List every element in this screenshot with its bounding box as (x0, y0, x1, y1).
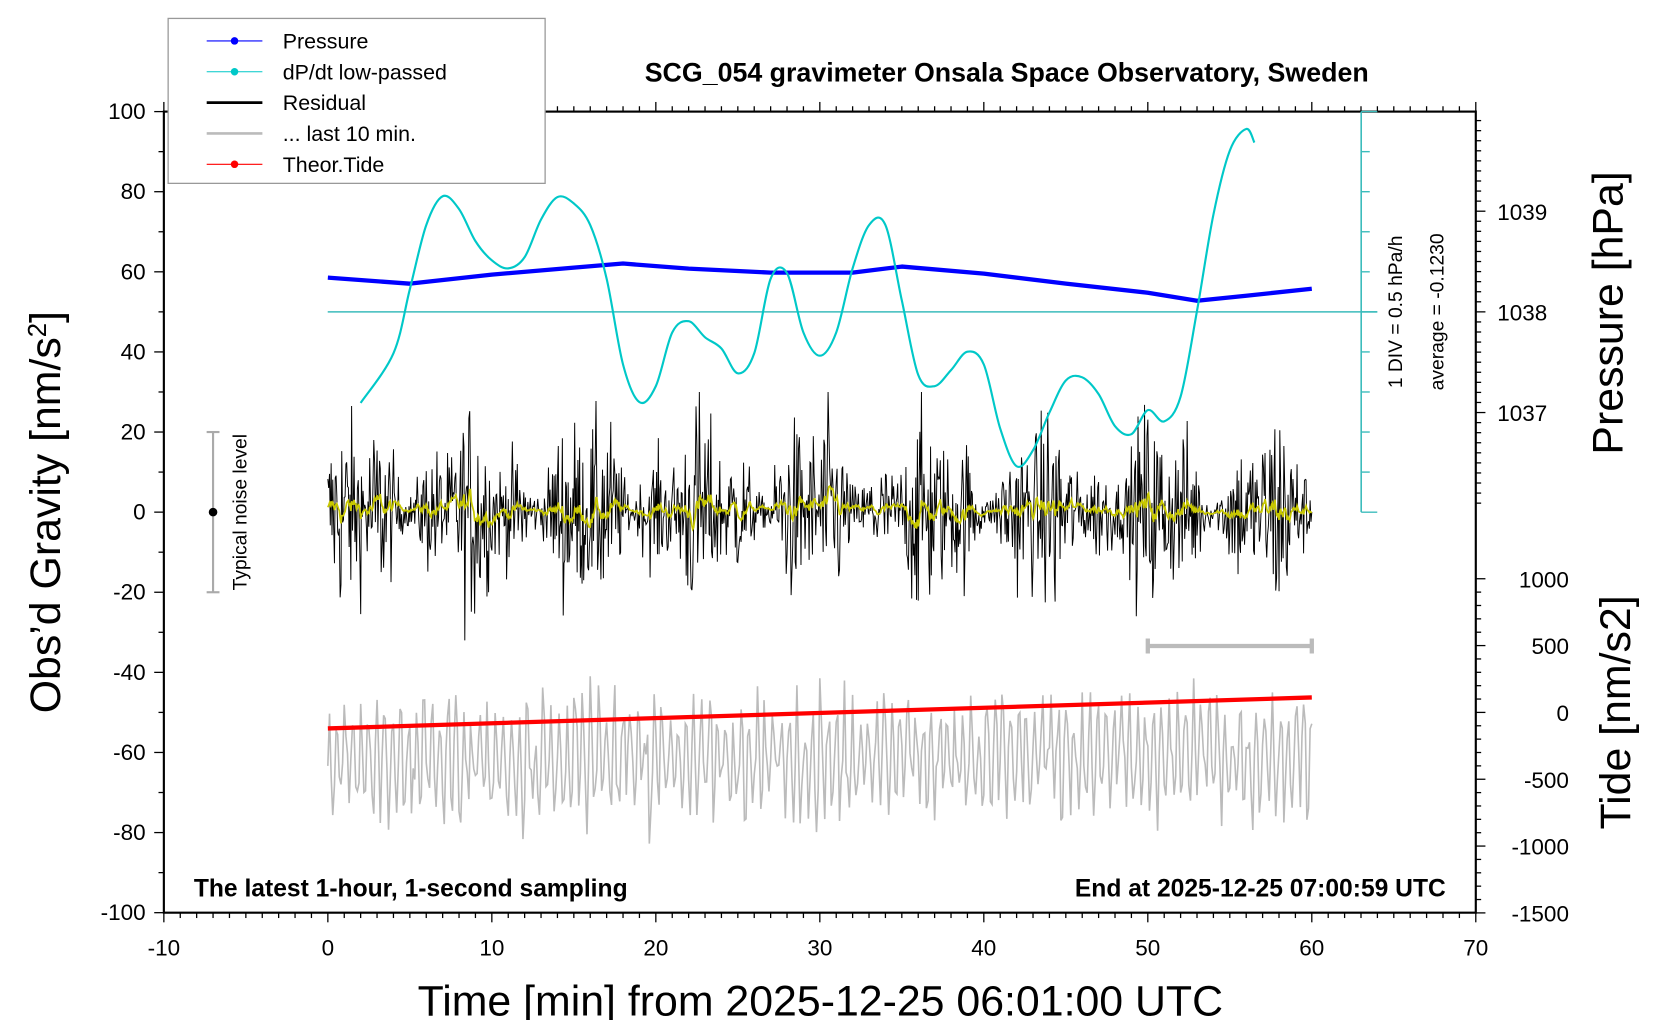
y-axis-label-pressure: Pressure [hPa] (1585, 171, 1633, 454)
bottom-right-note: End at 2025-12-25 07:00:59 UTC (1075, 876, 1446, 903)
tide-line (327, 695, 1312, 731)
x-axis-label: Time [min] from 2025-12-25 06:01:00 UTC (418, 977, 1223, 1020)
tide-tick-label: -500 (1524, 768, 1569, 793)
chart-title: SCG_054 gravimeter Onsala Space Observat… (645, 58, 1369, 88)
tide-tick-label: 0 (1556, 701, 1569, 726)
last-10-min-line (327, 676, 1313, 844)
legend-label: Pressure (283, 29, 369, 53)
x-tick-label: 60 (1299, 936, 1324, 961)
x-tick-label: 30 (807, 936, 832, 961)
noise-level-label: Typical noise level (230, 434, 251, 590)
x-tick-label: 10 (479, 936, 504, 961)
tide-tick-label: -1000 (1511, 835, 1569, 860)
x-tick-label: 40 (971, 936, 996, 961)
dpdt-average-label: average = -0.1230 (1428, 233, 1449, 390)
legend-label: ... last 10 min. (283, 122, 416, 146)
y-tick-label: 60 (121, 259, 146, 284)
residual-mean-line (327, 484, 1313, 532)
tide-tick-label: -1500 (1511, 901, 1569, 926)
pressure-tick-label: 1038 (1497, 300, 1547, 325)
axis-ticks: -10 0 10 20 30 40 50 60 70100806040200-20-40-60-… (101, 99, 1569, 960)
y-tick-label: -40 (113, 660, 146, 685)
chart-marks (206, 110, 1378, 844)
y-tick-label: -60 (113, 740, 146, 765)
legend-marker-4 (230, 160, 239, 169)
legend-label: dP/dt low-passed (283, 60, 447, 84)
x-tick-label: 50 (1135, 936, 1160, 961)
tide-tick-label: 500 (1531, 634, 1569, 659)
y-tick-label: -80 (113, 820, 146, 845)
y-tick-label: 80 (121, 179, 146, 204)
dpdt-scale-label: 1 DIV = 0.5 hPa/h (1386, 236, 1407, 389)
legend-marker-1 (230, 68, 239, 76)
noise-level-dot (208, 507, 218, 517)
y-tick-label: 40 (121, 339, 146, 364)
x-tick-label: 0 (322, 936, 335, 961)
legend-label: Residual (283, 91, 366, 115)
y-axis-label-gravity: Obs’d Gravity [nm/s2] (22, 311, 70, 713)
x-tick-label: 70 (1463, 936, 1488, 961)
residual-line (327, 391, 1313, 641)
x-tick-label: -10 (148, 936, 181, 961)
legend-marker-0 (230, 37, 239, 45)
y-axis-label-tide: Tide [nm/s2] (1592, 595, 1640, 829)
dpdt-line (359, 127, 1256, 469)
x-tick-label: 20 (643, 936, 668, 961)
pressure-tick-label: 1037 (1497, 401, 1547, 426)
y-tick-label: 20 (121, 420, 146, 445)
pressure-tick-label: 1039 (1497, 200, 1547, 225)
y-tick-label: -20 (113, 580, 146, 605)
y-tick-label: 0 (133, 500, 146, 525)
legend-label: Theor.Tide (283, 153, 385, 177)
y-tick-label: 100 (108, 99, 146, 124)
y-tick-label: -100 (101, 900, 146, 925)
bottom-left-note: The latest 1-hour, 1-second sampling (194, 876, 628, 903)
legend: Pressure dP/dt low-passed Residual ... last… (167, 17, 546, 184)
legend-box (167, 17, 546, 184)
pressure-line (327, 261, 1313, 303)
tide-tick-label: 1000 (1519, 567, 1569, 592)
